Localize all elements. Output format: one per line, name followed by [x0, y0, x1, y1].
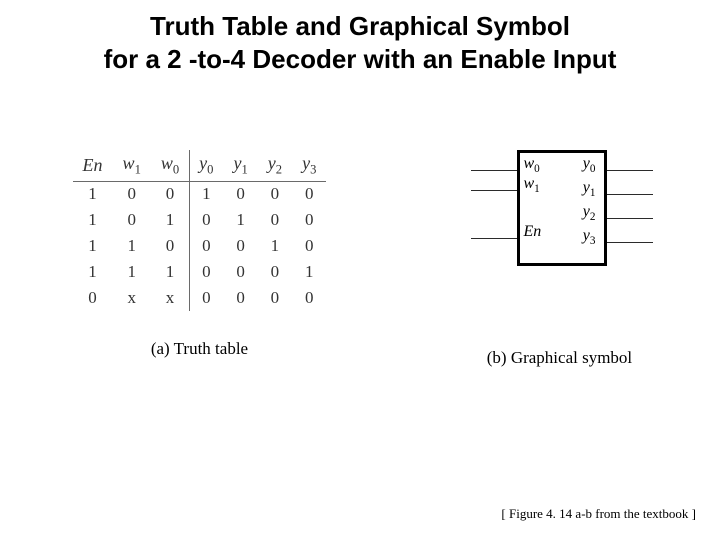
tt-cell: 0 — [151, 181, 189, 207]
tt-col-header: y1 — [223, 150, 257, 181]
tt-cell: 0 — [189, 233, 223, 259]
in-pin-label: w0 — [523, 155, 539, 175]
tt-row: 1110001 — [73, 259, 327, 285]
tt-cell: 1 — [73, 259, 113, 285]
tt-cell: 0 — [189, 285, 223, 311]
out-pin-line — [607, 218, 653, 219]
tt-cell: 0 — [292, 285, 326, 311]
tt-cell: x — [113, 285, 151, 311]
tt-cell: 0 — [223, 181, 257, 207]
tt-cell: 0 — [292, 233, 326, 259]
tt-cell: 1 — [73, 207, 113, 233]
tt-cell: 0 — [258, 181, 292, 207]
tt-cell: 0 — [223, 233, 257, 259]
tt-cell: 1 — [73, 233, 113, 259]
tt-cell: 1 — [258, 233, 292, 259]
symbol-wrap: w0w1 En y0 y1 y2 y3 — [471, 150, 647, 260]
tt-col-header: y3 — [292, 150, 326, 181]
truth-table-caption: (a) Truth table — [73, 339, 327, 359]
in-pin-line — [471, 238, 517, 239]
tt-row: 1010100 — [73, 207, 327, 233]
out-pin-line — [607, 242, 653, 243]
tt-cell: 0 — [258, 207, 292, 233]
out-pin-label: y1 — [583, 179, 596, 199]
slide: Truth Table and Graphical Symbol for a 2… — [0, 0, 720, 540]
symbol-caption: (b) Graphical symbol — [471, 348, 647, 368]
tt-cell: 1 — [73, 181, 113, 207]
tt-row: 0xx0000 — [73, 285, 327, 311]
tt-col-header: w1 — [113, 150, 151, 181]
tt-col-header: w0 — [151, 150, 189, 181]
title-line-1: Truth Table and Graphical Symbol — [0, 10, 720, 43]
tt-cell: 1 — [223, 207, 257, 233]
out-pin-label: y2 — [583, 203, 596, 223]
truth-table: Enw1w0y0y1y2y310010001010100110001011100… — [73, 150, 327, 311]
tt-cell: 1 — [113, 259, 151, 285]
tt-cell: 0 — [258, 259, 292, 285]
tt-cell: 0 — [189, 259, 223, 285]
in-pin-line — [471, 170, 517, 171]
footnote: [ Figure 4. 14 a-b from the textbook ] — [501, 506, 696, 522]
in-pin-line — [471, 190, 517, 191]
tt-cell: 1 — [151, 259, 189, 285]
symbol-panel: w0w1 En y0 y1 y2 y3 (b) Graphical symbol — [471, 150, 647, 368]
tt-row: 1100010 — [73, 233, 327, 259]
tt-col-header: y2 — [258, 150, 292, 181]
truth-table-wrap: Enw1w0y0y1y2y310010001010100110001011100… — [73, 150, 327, 311]
tt-cell: 0 — [113, 207, 151, 233]
tt-cell: 1 — [189, 181, 223, 207]
tt-cell: 0 — [292, 181, 326, 207]
tt-cell: 1 — [113, 233, 151, 259]
out-pin-label: y3 — [583, 227, 596, 247]
tt-cell: 0 — [223, 259, 257, 285]
out-pin-line — [607, 170, 653, 171]
content-row: Enw1w0y0y1y2y310010001010100110001011100… — [0, 150, 720, 368]
in-pin-label: w1 — [523, 175, 539, 195]
tt-col-header: En — [73, 150, 113, 181]
tt-cell: 0 — [189, 207, 223, 233]
out-pin-label: y0 — [583, 155, 596, 175]
tt-cell: 0 — [73, 285, 113, 311]
tt-cell: 0 — [223, 285, 257, 311]
tt-cell: 1 — [292, 259, 326, 285]
tt-cell: 0 — [258, 285, 292, 311]
truth-table-vrule — [189, 150, 190, 311]
slide-title: Truth Table and Graphical Symbol for a 2… — [0, 10, 720, 75]
tt-row: 1001000 — [73, 181, 327, 207]
tt-cell: 0 — [292, 207, 326, 233]
tt-cell: 1 — [151, 207, 189, 233]
truth-table-hrule — [73, 181, 327, 182]
tt-cell: x — [151, 285, 189, 311]
title-line-2: for a 2 -to-4 Decoder with an Enable Inp… — [0, 43, 720, 76]
truth-table-panel: Enw1w0y0y1y2y310010001010100110001011100… — [73, 150, 327, 359]
tt-col-header: y0 — [189, 150, 223, 181]
out-pin-line — [607, 194, 653, 195]
tt-cell: 0 — [151, 233, 189, 259]
in-pin-label: En — [523, 223, 541, 241]
tt-cell: 0 — [113, 181, 151, 207]
